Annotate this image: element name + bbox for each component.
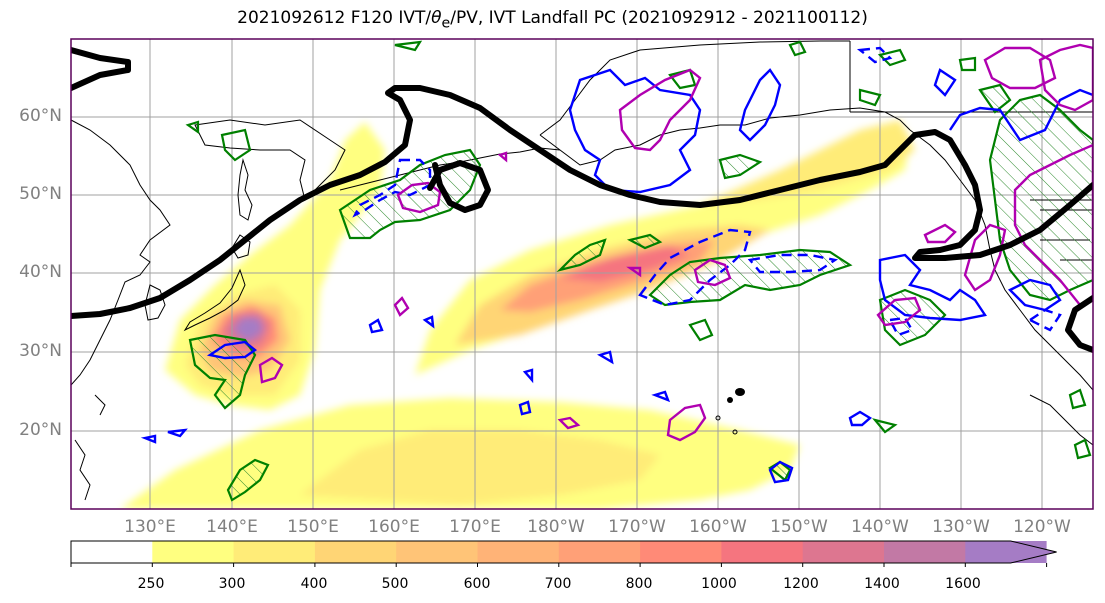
colorbar-segment: [640, 541, 722, 563]
pv-dashed-contours: [352, 46, 1062, 337]
map-area: [71, 39, 1093, 509]
colorbar-tick-label: 1200: [783, 576, 819, 592]
colorbar-segment: [721, 541, 804, 563]
lon-label-140e: 140°E: [206, 517, 258, 537]
lat-label-60n: 60°N: [19, 106, 62, 126]
lon-label-150e: 150°E: [287, 517, 339, 537]
colorbar-segment: [233, 541, 316, 563]
ivt-small-blobs: [727, 388, 745, 403]
colorbar-segment: [314, 541, 397, 563]
lon-label-130e: 130°E: [124, 517, 176, 537]
pv-contours: [140, 68, 1093, 484]
colorbar-outline: [70, 540, 1057, 564]
map-frame: [70, 38, 1094, 510]
colorbar-tick-label: 600: [463, 576, 491, 592]
lon-label-180w: 180°W: [527, 517, 585, 537]
colorbar-tick-label: 250: [137, 576, 165, 592]
lat-label-30n: 30°N: [19, 341, 62, 361]
colorbar-tick-label: 400: [300, 576, 328, 592]
lon-label-150w: 150°W: [770, 517, 828, 537]
map-title: 2021092612 F120 IVT/θe/PV, IVT Landfall …: [237, 8, 868, 32]
colorbar-segment: [396, 541, 478, 563]
graticule: [71, 39, 1093, 509]
lat-label-20n: 20°N: [19, 420, 62, 440]
colorbar-tick-label: 1400: [864, 576, 900, 592]
lon-label-170e: 170°E: [449, 517, 501, 537]
colorbar-tick-label: 1000: [701, 576, 737, 592]
lon-label-160w: 160°W: [689, 517, 747, 537]
lon-label-140w: 140°W: [851, 517, 909, 537]
colorbar-tick-label: 500: [381, 576, 409, 592]
colorbar-segment: [884, 541, 966, 563]
ivt-landfall-contour: [71, 47, 1093, 353]
lon-label-120w: 120°W: [1013, 517, 1071, 537]
colorbar-segment: [802, 541, 885, 563]
colorbar-segment: [71, 541, 153, 563]
colorbar-tick-label: 1600: [945, 576, 981, 592]
colorbar-tick-label: 800: [625, 576, 653, 592]
lat-label-40n: 40°N: [19, 262, 62, 282]
colorbar-tick-label: 700: [544, 576, 572, 592]
lon-label-130w: 130°W: [932, 517, 990, 537]
colorbar-segment: [558, 541, 641, 563]
colorbar-extension: [1010, 541, 1057, 563]
colorbar-segment: [477, 541, 560, 563]
lon-label-160e: 160°E: [368, 517, 420, 537]
magenta-contours: [258, 43, 1093, 442]
colorbar-segment: [152, 541, 235, 563]
lat-label-50n: 50°N: [19, 184, 62, 204]
colorbar-tick-label: 300: [218, 576, 246, 592]
lon-label-170w: 170°W: [608, 517, 666, 537]
colorbar: [70, 540, 1057, 567]
